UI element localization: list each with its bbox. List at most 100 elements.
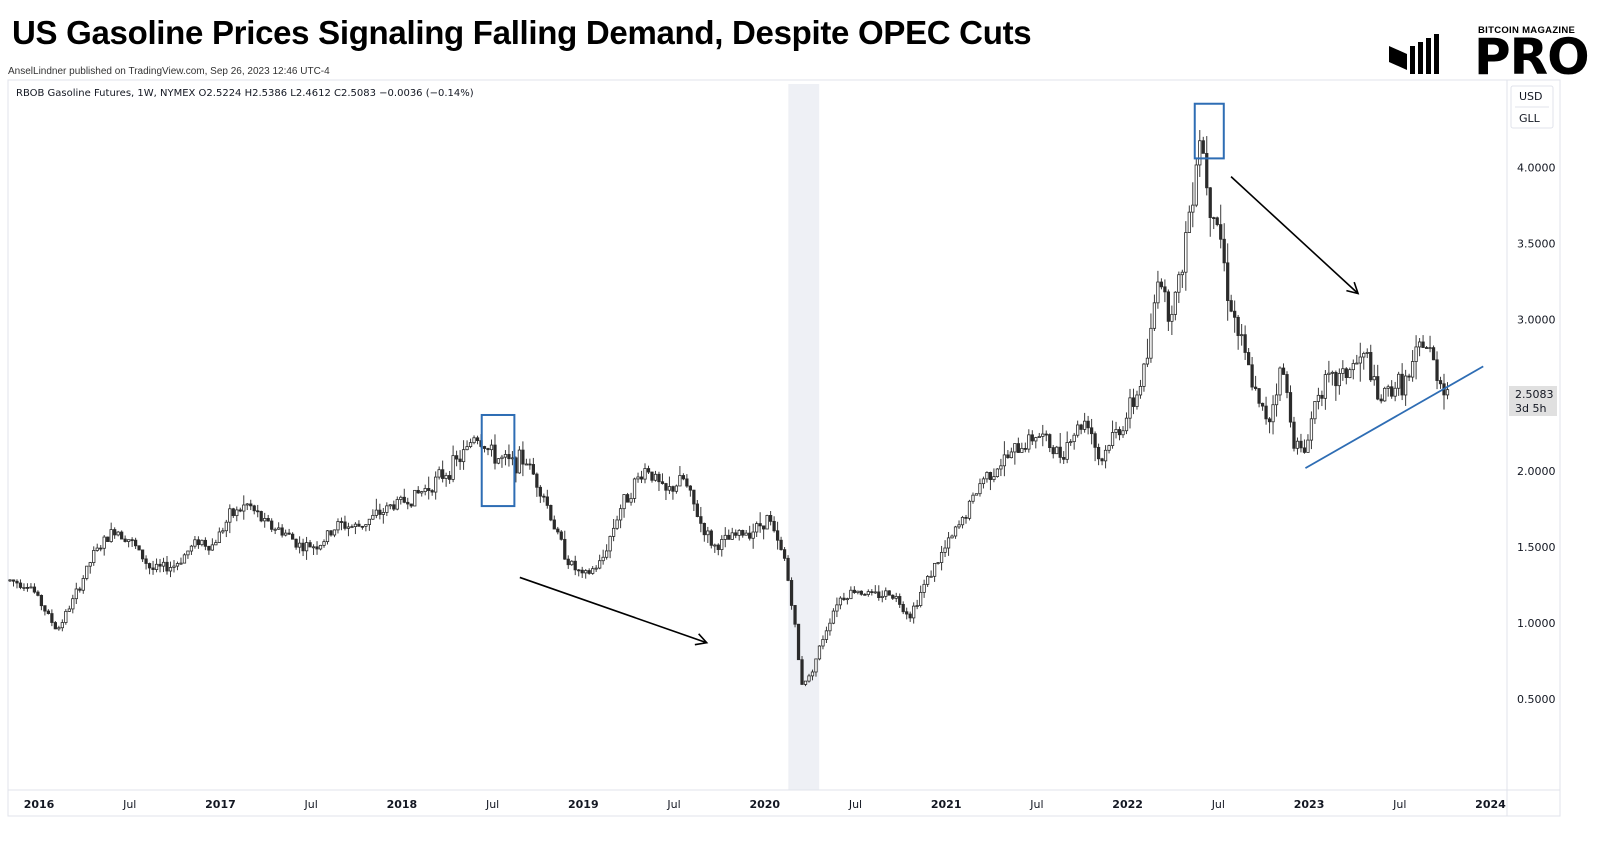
candle-body bbox=[1410, 361, 1415, 378]
candle-body bbox=[1351, 363, 1355, 371]
candle-body bbox=[64, 610, 68, 623]
candle-body bbox=[1362, 353, 1366, 358]
support-trendline bbox=[1304, 365, 1484, 469]
candle-body bbox=[245, 503, 249, 506]
candle-body bbox=[556, 528, 560, 533]
candle-body bbox=[266, 518, 270, 522]
candle-body bbox=[681, 475, 686, 480]
logo-big-text: PRO bbox=[1474, 28, 1590, 86]
candle-body bbox=[800, 659, 804, 685]
candle-body bbox=[1114, 429, 1118, 433]
candle-body bbox=[744, 532, 748, 536]
candle-body bbox=[695, 503, 699, 517]
candle-body bbox=[1030, 434, 1034, 442]
candle-body bbox=[870, 591, 874, 594]
candle-body bbox=[1124, 417, 1129, 432]
candle-body bbox=[629, 498, 633, 503]
candle-body bbox=[336, 521, 340, 531]
candle-body bbox=[371, 514, 375, 520]
candle-body bbox=[1369, 352, 1373, 381]
candle-body bbox=[1233, 310, 1237, 318]
candle-body bbox=[193, 539, 197, 547]
candle-body bbox=[60, 622, 64, 629]
candle-body bbox=[524, 463, 529, 466]
candle-body bbox=[203, 539, 208, 547]
candle-body bbox=[1372, 376, 1376, 381]
x-tick-label: Jul bbox=[1211, 798, 1225, 811]
candle-body bbox=[1034, 437, 1038, 442]
candle-body bbox=[88, 562, 92, 567]
candle-body bbox=[489, 444, 494, 451]
candle-body bbox=[796, 623, 801, 661]
candle-body bbox=[273, 528, 277, 531]
candle-body bbox=[18, 582, 23, 588]
candle-body bbox=[667, 486, 672, 491]
candle-body bbox=[179, 562, 183, 565]
candle-body bbox=[1142, 363, 1146, 387]
candle-body bbox=[1299, 440, 1303, 449]
currency-button[interactable]: USD bbox=[1519, 90, 1543, 103]
candle-body bbox=[1309, 418, 1314, 441]
candle-body bbox=[263, 518, 267, 522]
x-tick-label: 2018 bbox=[387, 798, 418, 811]
candle-body bbox=[1323, 374, 1328, 399]
candle-body bbox=[441, 469, 445, 479]
candle-body bbox=[999, 465, 1003, 470]
candle-body bbox=[224, 521, 228, 532]
candle-body bbox=[228, 508, 232, 523]
candle-body bbox=[573, 560, 577, 571]
candle-body bbox=[664, 483, 668, 491]
candle-body bbox=[151, 567, 155, 570]
candle-body bbox=[591, 568, 595, 574]
candle-body bbox=[78, 588, 82, 591]
candle-body bbox=[716, 544, 720, 550]
candle-body bbox=[395, 499, 399, 510]
candle-body bbox=[775, 530, 780, 541]
candle-body bbox=[1069, 441, 1073, 444]
candle-body bbox=[891, 594, 895, 599]
candle-body bbox=[85, 565, 89, 579]
candle-body bbox=[1103, 449, 1108, 462]
candle-body bbox=[364, 524, 368, 527]
candle-body bbox=[308, 542, 312, 548]
candle-body bbox=[1191, 204, 1195, 213]
candle-body bbox=[894, 596, 898, 599]
candle-body bbox=[315, 546, 319, 550]
candle-body bbox=[793, 605, 797, 625]
candle-body bbox=[618, 508, 623, 521]
candle-body bbox=[1041, 433, 1045, 437]
candle-body bbox=[427, 488, 431, 491]
candle-body bbox=[1219, 224, 1223, 240]
highlight-box bbox=[480, 413, 516, 508]
unit-button[interactable]: GLL bbox=[1519, 112, 1541, 125]
x-tick-label: 2020 bbox=[749, 798, 780, 811]
candle-body bbox=[1306, 439, 1310, 453]
candle-body bbox=[154, 563, 159, 570]
candle-body bbox=[92, 550, 96, 563]
candle-body bbox=[615, 519, 619, 529]
candle-body bbox=[259, 511, 263, 522]
candle-body bbox=[751, 531, 755, 539]
candle-body bbox=[908, 613, 912, 619]
candle-body bbox=[723, 534, 727, 540]
y-tick-label: 3.0000 bbox=[1517, 313, 1556, 326]
chart-frame bbox=[7, 79, 1561, 817]
candle-body bbox=[1320, 394, 1324, 399]
candle-body bbox=[385, 505, 389, 513]
candle-body bbox=[1215, 217, 1219, 225]
candle-body bbox=[699, 516, 703, 524]
candle-body bbox=[109, 529, 113, 542]
candle-body bbox=[332, 529, 337, 536]
candle-body bbox=[287, 532, 291, 535]
candle-body bbox=[318, 544, 323, 550]
candle-body bbox=[280, 527, 284, 536]
candle-body bbox=[392, 504, 396, 510]
candle-body bbox=[1163, 286, 1167, 293]
candle-body bbox=[1302, 447, 1307, 453]
candle-body bbox=[639, 476, 644, 480]
candle-body bbox=[434, 476, 438, 493]
candle-body bbox=[284, 532, 288, 536]
candle-body bbox=[720, 539, 724, 550]
